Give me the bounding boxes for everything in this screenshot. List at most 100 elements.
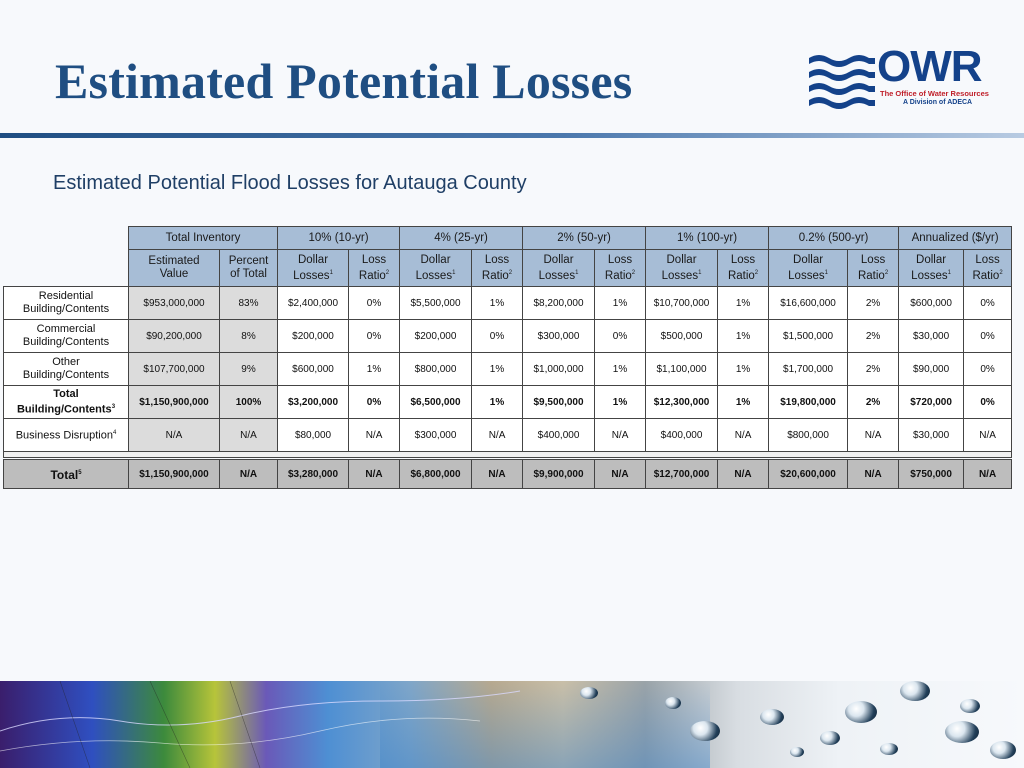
water-droplet: [690, 721, 720, 741]
table-cell: 0%: [963, 286, 1013, 320]
group-header: Annualized ($/yr): [898, 226, 1013, 250]
water-droplet: [945, 721, 979, 743]
col-header-dollar-losses: Dollar Losses1: [898, 249, 965, 287]
water-droplet: [665, 697, 681, 709]
table-cell: 100%: [218, 385, 279, 419]
col-header-loss-ratio: Loss Ratio2: [847, 249, 900, 287]
table-cell: N/A: [348, 418, 401, 452]
table-cell: 1%: [594, 385, 647, 419]
table-cell: N/A: [218, 457, 279, 489]
table-row: Residential Building/Contents $953,000,000…: [3, 286, 1013, 320]
col-header-dollar-losses: Dollar Losses1: [645, 249, 719, 287]
table-cell: $300,000: [399, 418, 473, 452]
table-cell: 1%: [594, 352, 647, 386]
table-cell: 2%: [847, 319, 900, 353]
col-header-loss-ratio: Loss Ratio2: [348, 249, 401, 287]
table-cell: $20,600,000: [768, 457, 849, 489]
col-header-loss-ratio: Loss Ratio2: [963, 249, 1013, 287]
water-droplet: [900, 681, 930, 701]
table-cell: $300,000: [522, 319, 596, 353]
table-cell: 2%: [847, 352, 900, 386]
group-header: Total Inventory: [127, 226, 279, 250]
water-droplet: [580, 687, 598, 699]
col-header-dollar-losses: Dollar Losses1: [768, 249, 849, 287]
table-cell: $6,500,000: [399, 385, 473, 419]
col-header-loss-ratio: Loss Ratio2: [717, 249, 770, 287]
slide-subtitle: Estimated Potential Flood Losses for Aut…: [53, 172, 527, 194]
table-cell: $80,000: [277, 418, 350, 452]
table-cell: 0%: [963, 352, 1013, 386]
table-cell: $19,800,000: [768, 385, 849, 419]
table-cell: N/A: [717, 457, 770, 489]
table-row: Business Disruption4 N/A N/A $80,000 N/A $300…: [3, 418, 1013, 452]
table-cell: N/A: [847, 418, 900, 452]
water-droplet: [790, 747, 804, 757]
table-cell: $30,000: [898, 418, 965, 452]
table-cell: $200,000: [399, 319, 473, 353]
table-cell: $750,000: [898, 457, 965, 489]
table-cell: $600,000: [277, 352, 350, 386]
row-label: Commercial Building/Contents: [3, 319, 129, 353]
logo-division: A Division of ADECA: [903, 99, 973, 106]
table-cell: $3,280,000: [277, 457, 350, 489]
table-cell: 1%: [717, 352, 770, 386]
table-cell: 1%: [717, 319, 770, 353]
table-cell: 9%: [218, 352, 279, 386]
table-cell: N/A: [594, 418, 647, 452]
logo-wordmark: OWR: [877, 42, 983, 91]
table-cell: 1%: [471, 352, 524, 386]
table-cell: N/A: [594, 457, 647, 489]
table-cell: $1,150,900,000: [128, 457, 220, 489]
table-total-row: Total5 $1,150,900,000 N/A $3,280,000 N/A $6,8…: [3, 457, 1013, 489]
table-row: Total Building/Contents3 $1,150,900,000 100…: [3, 385, 1013, 419]
water-droplet: [960, 699, 980, 713]
logo-tagline: The Office of Water Resources: [880, 89, 989, 98]
table-cell: N/A: [963, 418, 1013, 452]
table-cell: $9,500,000: [522, 385, 596, 419]
table-cell: $12,700,000: [645, 457, 719, 489]
table-cell: N/A: [471, 418, 524, 452]
water-droplet: [820, 731, 840, 745]
table-cell: $6,800,000: [399, 457, 473, 489]
table-cell: 83%: [218, 286, 279, 320]
col-header-loss-ratio: Loss Ratio2: [471, 249, 524, 287]
table-cell: $107,700,000: [128, 352, 220, 386]
table-cell: $800,000: [399, 352, 473, 386]
table-cell: N/A: [128, 418, 220, 452]
flood-map-overlay: [380, 681, 710, 768]
table-cell: 0%: [471, 319, 524, 353]
table-cell: $1,150,900,000: [128, 385, 220, 419]
table-cell: 2%: [847, 286, 900, 320]
col-header-dollar-losses: Dollar Losses1: [522, 249, 596, 287]
row-label: Residential Building/Contents: [3, 286, 129, 320]
table-cell: $12,300,000: [645, 385, 719, 419]
table-cell: N/A: [471, 457, 524, 489]
table-cell: $1,500,000: [768, 319, 849, 353]
decorative-water-banner: [0, 681, 1024, 768]
water-droplet: [760, 709, 784, 725]
water-waves-icon: [809, 55, 875, 109]
spacer-cell: [2, 451, 1013, 459]
table-cell: 0%: [348, 385, 401, 419]
table-cell: 0%: [348, 286, 401, 320]
table-cell: 1%: [717, 286, 770, 320]
slide-title: Estimated Potential Losses: [55, 53, 633, 109]
table-cell: $16,600,000: [768, 286, 849, 320]
table-cell: 1%: [471, 286, 524, 320]
group-header: 2% (50-yr): [522, 226, 647, 250]
losses-table-container: Total Inventory 10% (10-yr) 4% (25-yr) 2…: [2, 226, 1013, 489]
table-cell: N/A: [218, 418, 279, 452]
table-cell: 1%: [717, 385, 770, 419]
water-droplet: [845, 701, 877, 723]
table-cell: $90,000: [898, 352, 965, 386]
col-header-estimated-value: Estimated Value: [128, 249, 220, 287]
table-cell: $800,000: [768, 418, 849, 452]
table-spacer-row: [2, 451, 1013, 459]
table-cell: $2,400,000: [277, 286, 350, 320]
table-cell: $90,200,000: [128, 319, 220, 353]
table-cell: $720,000: [898, 385, 965, 419]
table-cell: $400,000: [645, 418, 719, 452]
table-cell: $500,000: [645, 319, 719, 353]
table-row: Other Building/Contents $107,700,000 9% $600…: [3, 352, 1013, 386]
losses-table: Total Inventory 10% (10-yr) 4% (25-yr) 2…: [2, 226, 1013, 489]
